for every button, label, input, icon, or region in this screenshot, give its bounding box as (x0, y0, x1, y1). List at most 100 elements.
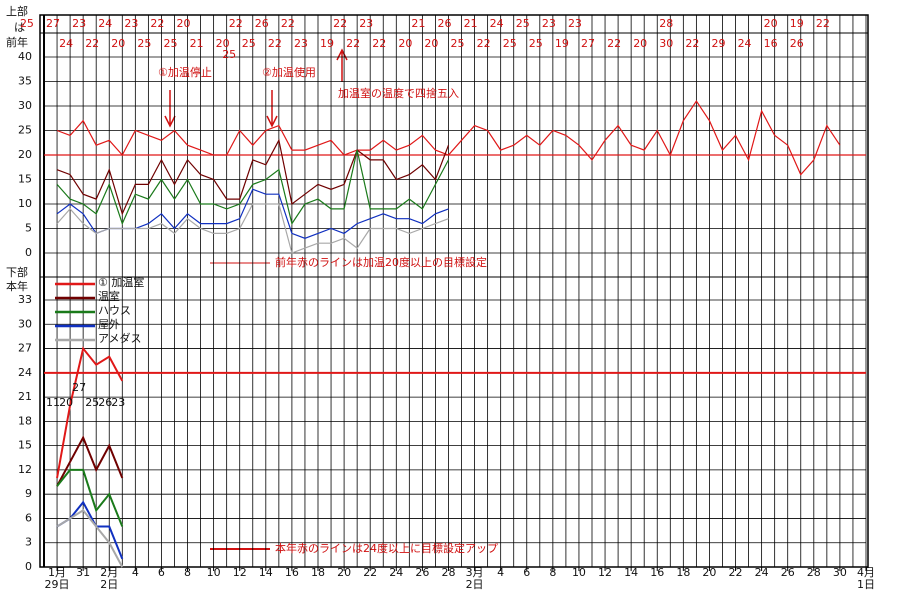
data-label: 27 (72, 381, 86, 394)
y-axis-label: は (14, 21, 25, 34)
y-tick-label: 27 (18, 342, 32, 355)
x-tick-label: 10 (207, 566, 221, 579)
top-label: 16 (764, 37, 778, 50)
x-tick-label: 14 (259, 566, 273, 579)
top-label: 25 (137, 37, 151, 50)
top-label: 21 (190, 37, 204, 50)
y-tick-label: 25 (18, 124, 32, 137)
series-line (56, 509, 124, 568)
y-axis-label: 上部 (6, 4, 28, 18)
series-line (56, 100, 841, 176)
top-label: 21 (411, 17, 425, 30)
annotation: 本年赤のラインは24度以上に目標設定アップ (275, 541, 498, 555)
top-label: 26 (790, 37, 804, 50)
x-tick-label: 2日 (100, 578, 118, 591)
y-tick-label: 6 (25, 511, 32, 524)
top-label: 20 (764, 17, 778, 30)
top-label: 25 (516, 17, 530, 30)
x-tick-label: 1日 (857, 578, 875, 591)
arrows (164, 48, 348, 550)
top-label: 23 (294, 37, 308, 50)
x-tick-label: 22 (363, 566, 377, 579)
y-tick-label: 0 (25, 560, 32, 573)
y-tick-label: 30 (18, 99, 32, 112)
y-tick-label: 5 (25, 222, 32, 235)
legend-label: 屋外 (98, 318, 120, 331)
legend-label: 温室 (98, 289, 120, 303)
series-line (56, 468, 124, 527)
x-tick-label: 16 (650, 566, 664, 579)
top-label: 28 (659, 17, 673, 30)
top-label: 25 (20, 17, 34, 30)
top-label: 22 (477, 37, 491, 50)
top-label: 22 (346, 37, 360, 50)
x-tick-label: 20 (702, 566, 716, 579)
x-tick-label: 18 (676, 566, 690, 579)
top-label: 22 (685, 37, 699, 50)
arrow (266, 90, 278, 128)
top-label: 22 (607, 37, 621, 50)
annotation: 加温室の温度で四捨五入 (338, 86, 459, 100)
top-label: 19 (320, 37, 334, 50)
arrow (164, 90, 176, 128)
series-line (56, 346, 124, 479)
x-tick-label: 4 (497, 566, 504, 579)
top-label: 23 (359, 17, 373, 30)
top-label: 24 (738, 37, 752, 50)
x-tick-label: 24 (755, 566, 769, 579)
x-tick-label: 24 (389, 566, 403, 579)
data-label: 20 (59, 396, 73, 409)
top-label: 19 (555, 37, 569, 50)
x-tick-label: 29日 (45, 578, 70, 591)
top-label: 22 (281, 17, 295, 30)
series-line (56, 203, 449, 254)
x-tick-label: 2月 (100, 566, 118, 579)
top-label: 19 (790, 17, 804, 30)
y-tick-label: 33 (18, 293, 32, 306)
data-label: 25 (85, 396, 99, 409)
top-label: 25 (451, 37, 465, 50)
top-label: 22 (333, 17, 347, 30)
y-tick-label: 15 (18, 439, 32, 452)
data-label: 26 (98, 396, 112, 409)
top-label: 25 (503, 37, 517, 50)
legend-label: ハウス (98, 304, 131, 317)
x-tick-label: 12 (598, 566, 612, 579)
top-label: 22 (372, 37, 386, 50)
top-label: 20 (398, 37, 412, 50)
top-label: 27 (581, 37, 595, 50)
legend-label: アメダス (98, 331, 141, 345)
y-tick-label: 20 (18, 148, 32, 161)
top-label: 25 (529, 37, 543, 50)
top-label: 20 (177, 17, 191, 30)
top-label: 26 (255, 17, 269, 30)
annotation: ②加温使用 (262, 66, 316, 79)
y-tick-label: 30 (18, 317, 32, 330)
x-tick-label: 3月 (466, 566, 484, 579)
top-label: 25 (222, 48, 236, 61)
top-label: 20 (424, 37, 438, 50)
top-label: 23 (72, 17, 86, 30)
arrow (336, 48, 348, 82)
top-label: 24 (98, 17, 112, 30)
data-label: 23 (111, 396, 125, 409)
top-label: 22 (150, 17, 164, 30)
top-label: 20 (111, 37, 125, 50)
top-label: 22 (229, 17, 243, 30)
y-tick-label: 9 (25, 487, 32, 500)
y-tick-label: 24 (18, 366, 32, 379)
x-tick-label: 6 (158, 566, 165, 579)
top-label: 26 (437, 17, 451, 30)
y-axis-label: 本年 (6, 279, 28, 293)
top-label: 24 (59, 37, 73, 50)
x-tick-label: 16 (285, 566, 299, 579)
top-label: 23 (568, 17, 582, 30)
annotation: ①加温停止 (158, 65, 212, 79)
top-label: 23 (542, 17, 556, 30)
x-tick-label: 31 (76, 566, 90, 579)
top-label: 20 (216, 37, 230, 50)
x-tick-label: 8 (184, 566, 191, 579)
x-tick-label: 28 (441, 566, 455, 579)
x-tick-label: 4月 (857, 566, 875, 579)
